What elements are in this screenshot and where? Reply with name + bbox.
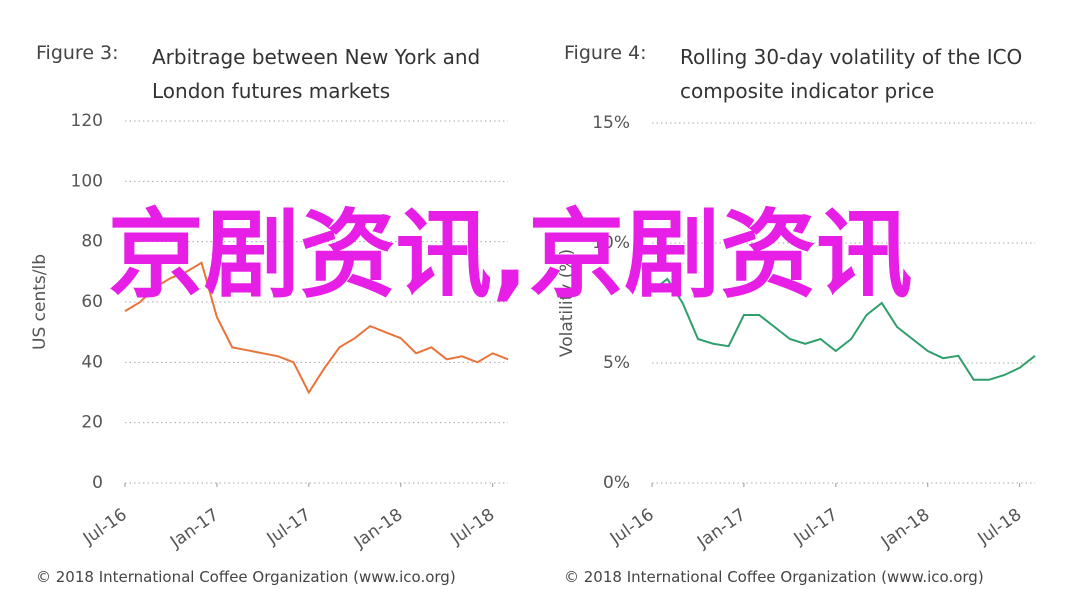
y-tick-label: 120 [71,111,103,131]
chart-title: Arbitrage between New York and London fu… [152,45,481,103]
y-tick-label: 0% [603,473,630,493]
figure-label: Figure 4: [564,42,647,64]
x-tick-label: Jul-16 [79,505,131,550]
chart: 0 20 40 60 80 100 120 Jul-16 Jan-17 Jul-17 Jan-18 J… [30,111,509,553]
data-line [124,261,509,395]
y-tick-label: 80 [81,232,103,252]
y-tick-label: 5% [603,353,630,373]
x-tick-label: Jul-17 [790,505,842,550]
x-tick-label: Jan-18 [877,505,934,553]
chart: 0% 5% 10% 15% Jul-16 Jan-17 Jul-17 Jan-18 Jul-18… [557,113,1036,553]
y-tick-label: 0 [92,473,103,493]
x-tick-label: Jul-18 [974,505,1026,550]
y-axis-label: Volatility (%) [557,249,577,357]
y-tick-label: 100 [71,171,103,191]
y-tick-label: 20 [81,413,103,433]
y-axis-label: US cents/lb [30,254,50,350]
figure: Figure 3: Arbitrage between New York and … [30,42,509,586]
watermark: 京剧资讯,京剧资讯 [107,199,913,311]
data-line [651,277,1036,381]
figure-label: Figure 3: [36,42,119,64]
x-tick-label: Jul-17 [263,505,315,550]
x-tick-label: Jan-18 [350,505,407,553]
x-tick-label: Jul-18 [447,505,499,550]
x-tick-label: Jan-17 [166,505,223,553]
figure: Figure 4: Rolling 30-day volatility of th… [540,0,1080,609]
x-tick-label: Jan-17 [693,505,750,553]
y-tick-label: 10% [592,233,630,253]
chart-title: Rolling 30-day volatility of the ICO com… [680,45,1023,103]
source-note: © 2018 International Coffee Organization… [36,568,456,586]
y-tick-label: 40 [81,352,103,372]
source-note: © 2018 International Coffee Organization… [564,568,984,586]
x-tick-label: Jul-16 [606,505,658,550]
y-tick-label: 60 [81,292,103,312]
y-tick-label: 15% [592,113,630,133]
